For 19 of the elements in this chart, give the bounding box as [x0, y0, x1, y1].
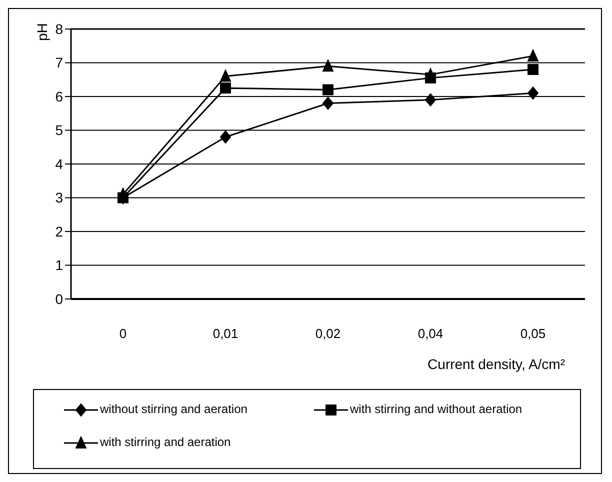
y-tick-label: 7 [55, 54, 64, 71]
y-tick-label: 6 [55, 88, 64, 104]
y-axis-title: pH [34, 23, 50, 41]
x-tick-label: 0,01 [212, 326, 238, 342]
y-tick-label: 3 [55, 190, 64, 206]
legend-label: with stirring and aeration [100, 435, 231, 449]
y-tick-label: 8 [55, 20, 64, 37]
y-tick-label: 1 [55, 257, 64, 274]
y-tick-label: 2 [55, 223, 64, 240]
x-tick-label: 0,04 [418, 326, 444, 342]
y-tick-label: 0 [55, 290, 64, 307]
x-tick-label: 0 [119, 326, 127, 342]
x-axis-title: Current density, A/cm² [428, 356, 566, 372]
y-tick-label: 4 [55, 156, 64, 172]
legend-label: with stirring and without aeration [350, 402, 522, 416]
x-tick-label: 0,05 [520, 326, 546, 342]
y-tick-label: 5 [55, 122, 64, 138]
x-tick-label: 0,02 [315, 326, 341, 342]
legend-label: without stirring and aeration [100, 402, 248, 416]
